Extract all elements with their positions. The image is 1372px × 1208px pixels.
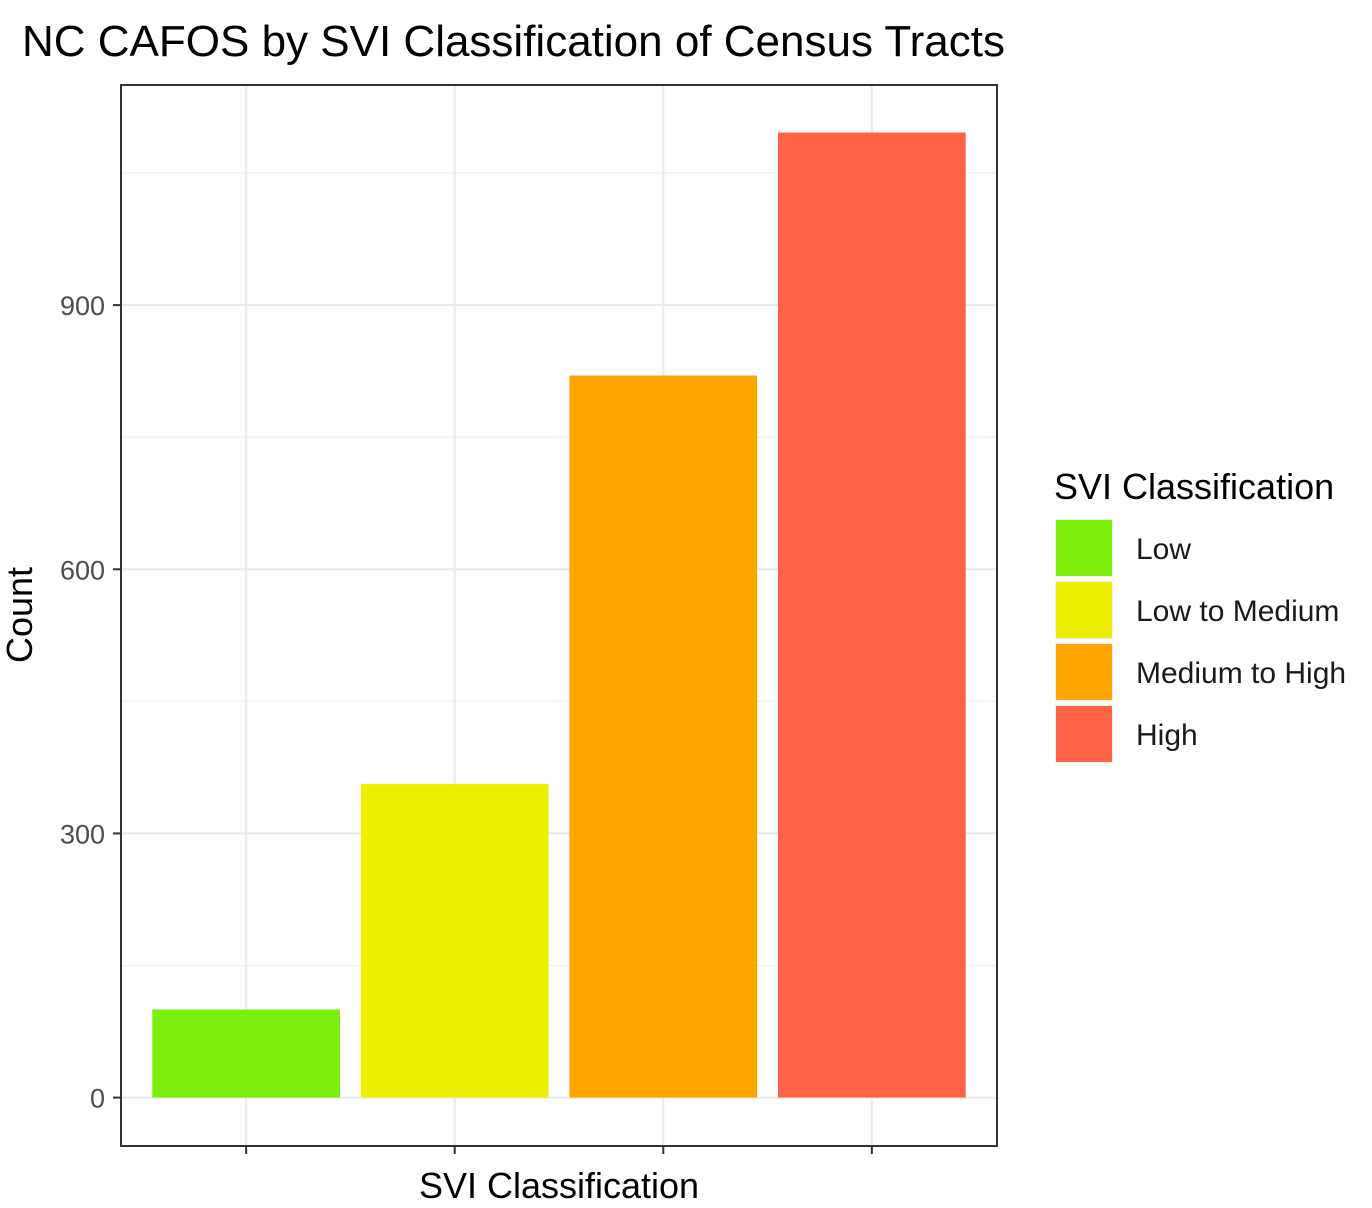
legend-swatch-low-to-medium [1056,582,1112,638]
legend-label: Low [1136,533,1191,566]
y-tick-label: 600 [60,555,105,585]
bars [152,132,966,1098]
plot-border [120,84,998,1147]
legend-label: Medium to High [1136,657,1346,690]
y-tick-label: 900 [60,291,105,321]
legend-title: SVI Classification [1054,466,1334,507]
legend-label: High [1136,719,1198,752]
legend-swatch-high [1056,706,1112,762]
y-axis: 0 300 600 900 [60,291,121,1114]
bar-low-to-medium [360,784,549,1098]
bar-low [152,1009,340,1098]
legend: SVI Classification Low Low to Medium Mediu… [1054,466,1346,763]
bar-high [778,132,966,1098]
x-axis [245,1146,873,1154]
bar-medium-to-high [569,375,758,1098]
legend-swatch-medium-to-high [1056,644,1112,700]
plot-panel [120,84,998,1147]
x-axis-title: SVI Classification [419,1165,699,1206]
legend-swatch-low [1056,520,1112,576]
legend-items: Low Low to Medium Medium to High High [1055,519,1346,763]
legend-label: Low to Medium [1136,595,1339,628]
y-axis-title: Count [0,567,40,663]
y-tick-label: 0 [90,1084,105,1114]
chart-title: NC CAFOS by SVI Classification of Census… [22,17,1005,66]
y-tick-label: 300 [60,819,105,849]
